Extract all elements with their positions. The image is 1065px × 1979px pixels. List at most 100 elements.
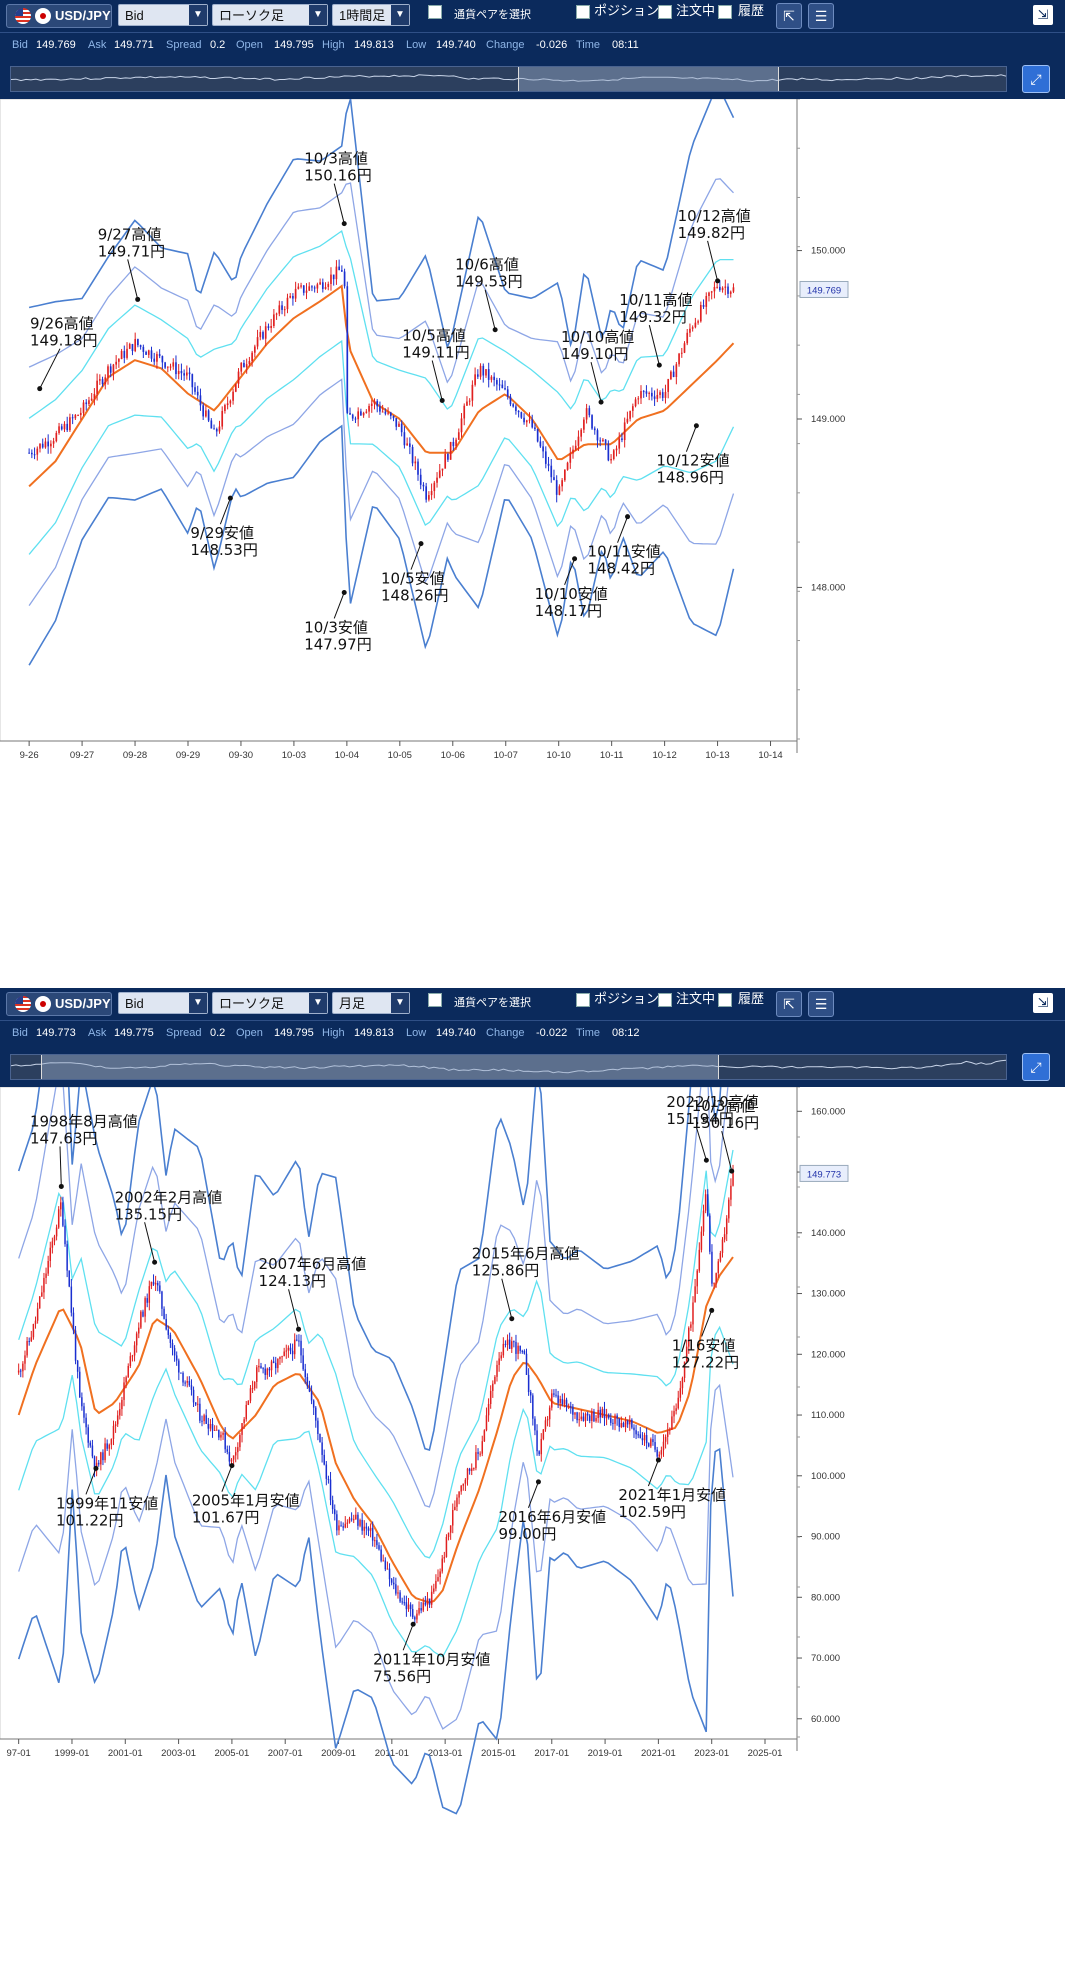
- candle-body: [532, 1395, 534, 1419]
- navigator-selection[interactable]: [40, 1055, 720, 1079]
- currency-pair-selector[interactable]: USD/JPY: [6, 4, 112, 28]
- candle-body: [342, 1526, 344, 1528]
- candle-body: [623, 422, 626, 441]
- candle-body: [430, 491, 433, 496]
- candle-body: [93, 393, 96, 399]
- x-tick-label: 2003-01: [161, 1748, 196, 1759]
- annotation-arrowhead: [229, 1463, 235, 1469]
- price-type-select[interactable]: Bid ▼: [118, 992, 208, 1014]
- candle-body: [691, 327, 694, 329]
- candle-body: [24, 1355, 26, 1364]
- annotation-label: 2007年6月高値: [259, 1255, 367, 1273]
- candle-body: [278, 305, 281, 314]
- candle-body: [123, 1382, 125, 1400]
- candle-body: [732, 287, 735, 292]
- candle-body: [51, 1241, 54, 1248]
- navigator: ⤢: [0, 1046, 1065, 1087]
- history-checkbox[interactable]: [718, 993, 732, 1007]
- orders-checkbox[interactable]: [658, 993, 672, 1007]
- candle-body: [719, 1252, 722, 1262]
- candle-body: [476, 374, 479, 377]
- chart-type-select[interactable]: ローソク足 ▼: [212, 992, 328, 1014]
- candle-body: [161, 356, 164, 363]
- annotation-label: 2022/10高値: [666, 1093, 758, 1111]
- annotation-value: 149.11円: [402, 343, 470, 361]
- orders-checkbox[interactable]: [658, 5, 672, 19]
- candle-body: [192, 1389, 195, 1403]
- minimize-icon[interactable]: ⇲: [1033, 5, 1053, 25]
- annotation-label: 9/27高値: [98, 225, 162, 243]
- quote-bar: Bid 149.769 Ask 149.771 Spread 0.2 Open …: [0, 33, 1065, 58]
- navigator-track[interactable]: [10, 1054, 1007, 1080]
- y-tick-label: 149.000: [811, 414, 845, 425]
- expand-icon[interactable]: ⤢: [1022, 1053, 1050, 1081]
- candle-body: [376, 1540, 378, 1546]
- monthly-chart[interactable]: 60.000 70.000 80.000 90.000 100.000 110.000 12…: [0, 1087, 1065, 1979]
- candle-body: [420, 1608, 422, 1611]
- annotation-label: 1999年11安値: [56, 1494, 158, 1512]
- navigator-track[interactable]: [10, 66, 1007, 92]
- candle-body: [166, 366, 169, 368]
- reset-chart-icon[interactable]: ⇱: [776, 991, 802, 1017]
- select-pair-checkbox[interactable]: [428, 993, 442, 1007]
- candle-body: [586, 1413, 589, 1416]
- candle-body: [596, 430, 599, 441]
- candle-body: [441, 1558, 443, 1572]
- candle-body: [520, 412, 523, 418]
- select-pair-checkbox[interactable]: [428, 5, 442, 19]
- candle-body: [283, 1351, 285, 1357]
- candle-body: [386, 1568, 389, 1570]
- annotation-value: 148.53円: [190, 541, 258, 559]
- candle-body: [169, 1334, 172, 1343]
- orders-label: 注文中: [676, 991, 716, 1006]
- price-type-value: Bid: [125, 996, 144, 1011]
- candle-body: [329, 1479, 332, 1501]
- timeframe-select[interactable]: 1時間足 ▼: [332, 4, 410, 26]
- timeframe-select[interactable]: 月足 ▼: [332, 992, 410, 1014]
- candle-body: [131, 1355, 134, 1357]
- candle-body: [713, 286, 716, 292]
- position-checkbox[interactable]: [576, 993, 590, 1007]
- candle-body: [115, 361, 117, 365]
- navigator-line: [10, 74, 1007, 82]
- candle-body: [710, 291, 713, 293]
- chart-panel-monthly: USD/JPY Bid ▼ ローソク足 ▼ 月足 ▼ 通貨ペアを選択 ポジション 注文…: [0, 988, 1065, 1979]
- settings-list-icon[interactable]: ☰: [808, 3, 834, 29]
- minimize-icon[interactable]: ⇲: [1033, 993, 1053, 1013]
- candle-body: [57, 1209, 60, 1228]
- annotation-arrowhead: [655, 1457, 661, 1463]
- annotation-arrow: [144, 1222, 156, 1263]
- candle-body: [705, 295, 708, 307]
- bid-value: 149.773: [36, 1027, 76, 1039]
- hourly-chart-svg[interactable]: 148.000 149.000 150.000 9-26 09-27 09-28 09-29…: [0, 99, 1065, 985]
- candle-body: [221, 410, 224, 427]
- annotation-label: 10/6高値: [455, 256, 519, 274]
- candle-body: [211, 1424, 214, 1431]
- band-outer-lower: [17, 1447, 734, 1815]
- settings-list-icon[interactable]: ☰: [808, 991, 834, 1017]
- candle-body: [664, 391, 667, 398]
- currency-pair-selector[interactable]: USD/JPY: [6, 992, 112, 1016]
- history-checkbox[interactable]: [718, 5, 732, 19]
- price-type-select[interactable]: Bid ▼: [118, 4, 208, 26]
- monthly-chart-svg[interactable]: 60.000 70.000 80.000 90.000 100.000 110.000 12…: [0, 1087, 1065, 1979]
- candle-body: [395, 418, 398, 427]
- hourly-chart[interactable]: 148.000 149.000 150.000 9-26 09-27 09-28 09-29…: [0, 99, 1065, 985]
- candle-body: [629, 410, 631, 419]
- candle-body: [729, 291, 732, 294]
- candle-body: [540, 1438, 543, 1455]
- reset-chart-icon[interactable]: ⇱: [776, 3, 802, 29]
- candle-body: [723, 1234, 726, 1240]
- annotation-arrow: [590, 362, 602, 403]
- x-tick-label: 2013-01: [428, 1748, 463, 1759]
- annotation-value: 149.82円: [678, 224, 746, 242]
- chart-type-select[interactable]: ローソク足 ▼: [212, 4, 328, 26]
- candle-body: [107, 366, 109, 378]
- candle-body: [641, 1438, 644, 1441]
- position-checkbox[interactable]: [576, 5, 590, 19]
- candle-body: [599, 440, 602, 442]
- expand-icon[interactable]: ⤢: [1022, 65, 1050, 93]
- candle-body: [312, 1400, 315, 1408]
- navigator-selection[interactable]: [518, 67, 780, 91]
- candle-body: [260, 1365, 262, 1369]
